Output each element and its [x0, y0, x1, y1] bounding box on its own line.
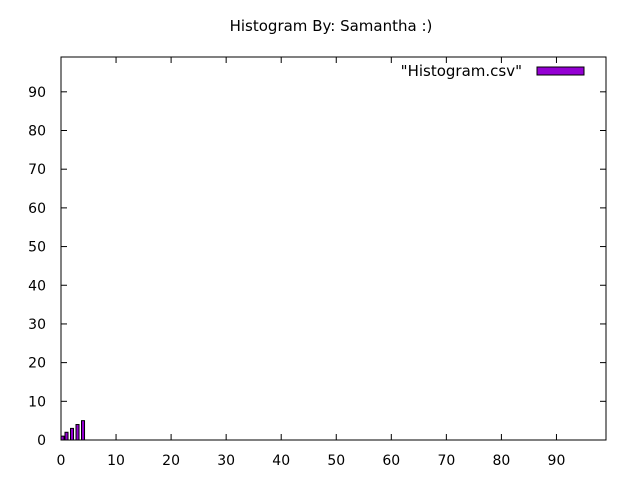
bar-series — [60, 420, 86, 441]
x-tick-label: 70 — [437, 453, 455, 469]
y-tick-label: 60 — [28, 201, 46, 217]
x-tick-label: 0 — [57, 453, 66, 469]
histogram-bar — [81, 420, 86, 441]
legend-label: "Histogram.csv" — [401, 62, 522, 80]
chart-title: Histogram By: Samantha :) — [230, 17, 433, 35]
x-tick-label: 60 — [382, 453, 400, 469]
histogram-bar — [60, 435, 65, 441]
y-tick-label: 40 — [28, 278, 46, 294]
y-tick-label: 50 — [28, 240, 46, 256]
histogram-bar — [69, 427, 75, 441]
plot-frame — [60, 56, 607, 441]
histogram-bar — [75, 424, 80, 441]
y-axis: 0 10 20 30 40 50 60 70 80 90 — [28, 85, 606, 449]
x-tick-label: 20 — [162, 453, 180, 469]
legend-swatch — [536, 66, 585, 76]
x-tick-label: 30 — [217, 453, 235, 469]
x-tick-label: 50 — [327, 453, 345, 469]
y-tick-label: 70 — [28, 162, 46, 178]
x-tick-label: 10 — [107, 453, 125, 469]
y-tick-label: 0 — [37, 433, 46, 449]
x-tick-label: 80 — [492, 453, 510, 469]
histogram-bar — [64, 431, 69, 441]
x-tick-label: 40 — [272, 453, 290, 469]
y-tick-label: 80 — [28, 124, 46, 140]
y-tick-label: 30 — [28, 317, 46, 333]
y-tick-label: 10 — [28, 394, 46, 410]
x-tick-label: 90 — [548, 453, 566, 469]
x-axis: 0 10 20 30 40 50 60 70 80 90 — [57, 57, 566, 469]
y-tick-label: 90 — [28, 85, 46, 101]
y-tick-label: 20 — [28, 356, 46, 372]
legend: "Histogram.csv" — [401, 62, 585, 80]
